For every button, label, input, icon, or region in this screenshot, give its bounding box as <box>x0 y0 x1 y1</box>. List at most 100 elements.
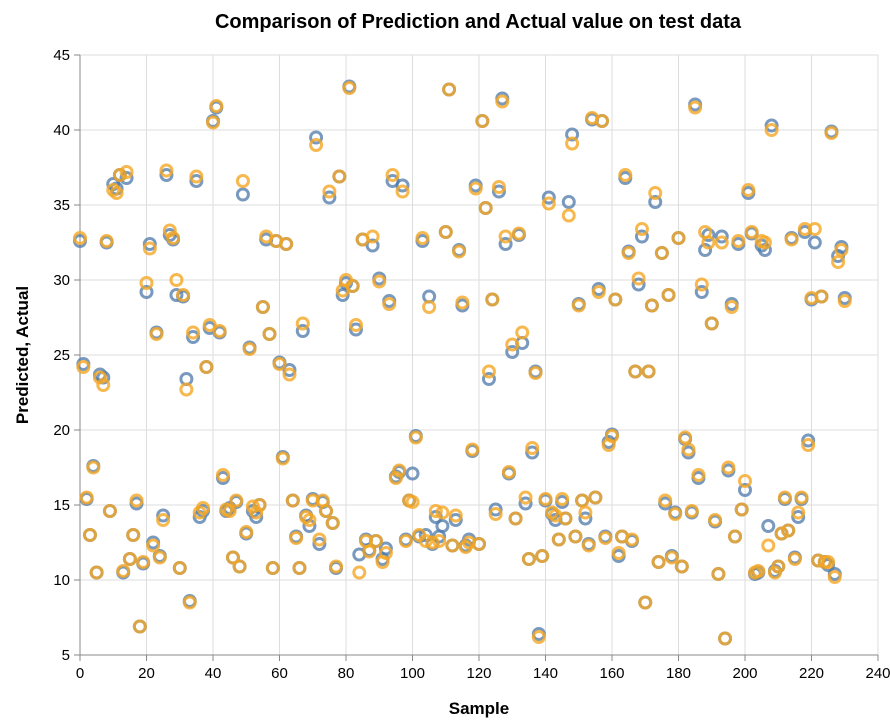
predicted-point <box>694 285 709 299</box>
actual-point <box>229 493 244 508</box>
actual-point <box>89 565 104 580</box>
actual-point <box>272 357 287 371</box>
actual-point <box>545 505 560 520</box>
actual-point <box>79 490 94 505</box>
actual-point <box>382 297 397 311</box>
predicted-point <box>189 174 204 188</box>
predicted-point <box>142 237 157 251</box>
actual-point <box>624 532 639 547</box>
actual-point <box>279 237 294 251</box>
actual-point <box>129 493 144 508</box>
x-tick-label: 140 <box>533 665 558 682</box>
actual-point <box>348 318 363 332</box>
actual-point <box>654 246 669 260</box>
predicted-point <box>139 285 154 299</box>
actual-point <box>515 325 530 340</box>
actual-point <box>146 538 161 553</box>
actual-point <box>781 523 796 538</box>
y-tick-label: 30 <box>53 272 70 289</box>
y-tick-label: 45 <box>53 47 70 64</box>
x-tick-label: 180 <box>666 665 691 682</box>
actual-point <box>235 174 250 188</box>
actual-point <box>651 555 666 569</box>
predicted-point <box>505 345 520 359</box>
x-tick-label: 0 <box>76 665 84 682</box>
x-tick-label: 240 <box>865 665 890 682</box>
y-axis-title: Predicted, Actual <box>13 286 32 424</box>
actual-point <box>681 442 696 457</box>
actual-point <box>262 327 277 341</box>
actual-point <box>608 292 623 307</box>
actual-point <box>255 300 270 314</box>
actual-point <box>249 505 264 520</box>
actual-point <box>299 510 314 524</box>
actual-point <box>618 168 633 182</box>
actual-point <box>774 526 789 541</box>
actual-point <box>641 364 656 379</box>
actual-point <box>199 360 214 374</box>
actual-point <box>771 559 786 574</box>
actual-point <box>518 490 533 505</box>
actual-point <box>408 430 423 445</box>
actual-point <box>172 561 187 575</box>
tick-labels: 0 20 40 60 80 100 120 140 160 180 200 220 240 5 10 15 20… <box>53 47 890 682</box>
actual-point <box>787 552 802 566</box>
actual-point <box>671 231 686 245</box>
actual-point <box>734 502 749 517</box>
data-points <box>73 79 852 646</box>
actual-point <box>362 544 377 559</box>
y-tick-label: 10 <box>53 572 70 589</box>
actual-point <box>827 570 842 584</box>
actual-point <box>196 501 211 515</box>
actual-point <box>275 451 290 466</box>
actual-point <box>448 508 463 523</box>
actual-point <box>282 367 297 382</box>
actual-point <box>794 490 809 505</box>
actual-point <box>225 550 240 565</box>
actual-point <box>92 370 107 385</box>
actual-point <box>122 552 137 566</box>
actual-point <box>76 360 91 374</box>
actual-point <box>488 507 503 521</box>
x-tick-label: 120 <box>466 665 491 682</box>
actual-point <box>452 244 467 259</box>
actual-point <box>498 229 513 244</box>
actual-point <box>142 241 157 256</box>
x-tick-label: 20 <box>138 665 155 682</box>
actual-point <box>455 295 470 310</box>
actual-point <box>368 534 383 548</box>
actual-point <box>405 495 420 509</box>
predicted-point <box>701 228 716 242</box>
actual-point <box>541 196 556 211</box>
actual-point <box>831 255 846 269</box>
x-tick-label: 80 <box>338 665 355 682</box>
actual-point <box>166 231 181 245</box>
actual-point <box>731 234 746 248</box>
actual-point <box>751 564 766 578</box>
actual-point <box>292 561 307 575</box>
actual-point <box>738 474 752 488</box>
actual-point <box>156 513 171 527</box>
x-tick-label: 60 <box>271 665 288 682</box>
actual-point <box>189 169 204 184</box>
predicted-point <box>378 541 393 556</box>
predicted-point <box>561 195 576 209</box>
actual-point <box>555 492 570 506</box>
predicted-point <box>312 537 327 551</box>
actual-point <box>99 234 114 248</box>
predicted-point <box>698 243 713 257</box>
actual-point <box>329 559 344 574</box>
actual-point <box>814 289 829 304</box>
x-tick-label: 40 <box>205 665 222 682</box>
actual-point <box>535 549 550 563</box>
actual-point <box>302 513 317 527</box>
actual-point <box>415 231 430 245</box>
actual-point <box>761 538 776 553</box>
predicted-point <box>541 190 556 205</box>
actual-point <box>149 327 164 341</box>
x-axis-title: Sample <box>449 699 509 718</box>
y-tick-label: 20 <box>53 422 70 439</box>
y-tick-label: 25 <box>53 347 70 364</box>
actual-point <box>126 528 141 542</box>
